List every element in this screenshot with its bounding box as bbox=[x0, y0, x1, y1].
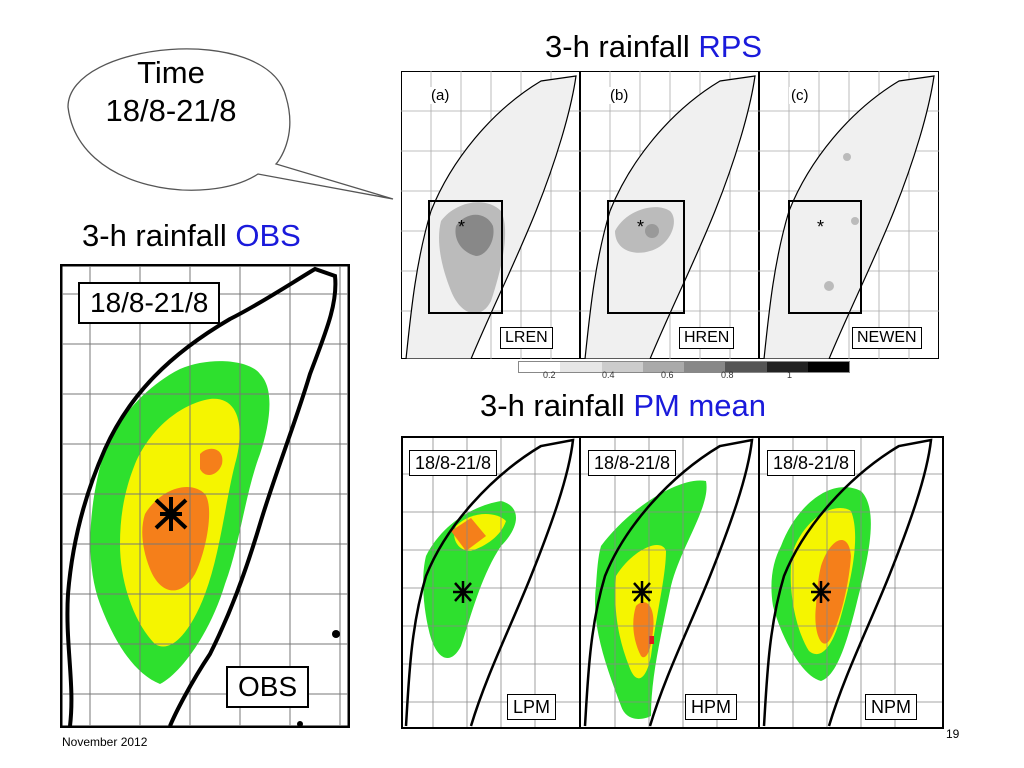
rps-a-marker: * bbox=[458, 217, 466, 237]
colorbar-bin-4 bbox=[642, 362, 684, 372]
obs-map-panel: 18/8-21/8 OBS bbox=[60, 264, 350, 728]
colorbar-bin-7 bbox=[766, 362, 808, 372]
bubble-line-1: Time bbox=[137, 55, 205, 90]
title-obs: 3-h rainfall OBS bbox=[82, 218, 301, 254]
rps-panel-c: (c) * NEWEN bbox=[759, 71, 939, 359]
bubble-text: Time 18/8-21/8 bbox=[76, 54, 266, 130]
rps-panels: (a) * LREN (b) * HREN bbox=[401, 71, 939, 359]
title-pm-prefix: 3-h rainfall bbox=[480, 388, 634, 423]
pm-hpm-label: HPM bbox=[685, 694, 737, 720]
pm-hpm-date: 18/8-21/8 bbox=[588, 450, 677, 476]
colorbar bbox=[518, 361, 850, 373]
pm-map bbox=[401, 436, 944, 729]
colorbar-tick-3: 0.6 bbox=[661, 370, 674, 380]
rps-map-c bbox=[759, 71, 939, 359]
rps-map-a bbox=[401, 71, 580, 359]
colorbar-bin-2 bbox=[560, 362, 602, 372]
pm-lpm-date: 18/8-21/8 bbox=[409, 450, 498, 476]
speech-bubble bbox=[67, 48, 394, 200]
title-obs-accent: OBS bbox=[235, 218, 301, 253]
rps-a-letter: (a) bbox=[429, 87, 452, 104]
title-rps-prefix: 3-h rainfall bbox=[545, 29, 699, 64]
title-pm-accent: PM mean bbox=[633, 388, 767, 423]
obs-date-label: 18/8-21/8 bbox=[78, 282, 221, 324]
colorbar-bin-6 bbox=[725, 362, 767, 372]
page-number: 19 bbox=[946, 727, 960, 741]
title-rps: 3-h rainfall RPS bbox=[545, 29, 762, 65]
pm-station-markers bbox=[453, 581, 831, 603]
colorbar-tick-5: 1 bbox=[787, 370, 793, 380]
rps-c-label: NEWEN bbox=[852, 327, 922, 349]
rps-panel-a: (a) * LREN bbox=[401, 71, 580, 359]
colorbar-tick-4: 0.8 bbox=[721, 370, 734, 380]
colorbar-tick-2: 0.4 bbox=[602, 370, 615, 380]
title-rps-accent: RPS bbox=[698, 29, 763, 64]
rps-b-label: HREN bbox=[679, 327, 735, 349]
rps-b-letter: (b) bbox=[608, 87, 631, 104]
bubble-line-2: 18/8-21/8 bbox=[105, 93, 237, 128]
pm-lpm-label: LPM bbox=[507, 694, 557, 720]
rps-c-marker: * bbox=[817, 217, 825, 237]
colorbar-bin-1 bbox=[519, 362, 561, 372]
colorbar-tick-1: 0.2 bbox=[543, 370, 556, 380]
footer-date: November 2012 bbox=[62, 735, 148, 749]
rps-map-b bbox=[580, 71, 759, 359]
pm-panels: 18/8-21/8 18/8-21/8 18/8-21/8 LPM HPM NP… bbox=[401, 436, 944, 729]
obs-station-marker bbox=[154, 497, 188, 531]
colorbar-bin-3 bbox=[601, 362, 643, 372]
rps-panel-b: (b) * HREN bbox=[580, 71, 759, 359]
colorbar-bin-8 bbox=[807, 362, 849, 372]
title-obs-prefix: 3-h rainfall bbox=[82, 218, 236, 253]
obs-map bbox=[60, 264, 350, 728]
pm-npm-label: NPM bbox=[865, 694, 917, 720]
rps-b-marker: * bbox=[637, 217, 645, 237]
rps-a-label: LREN bbox=[500, 327, 553, 349]
obs-panel-label: OBS bbox=[226, 666, 310, 708]
pm-npm-date: 18/8-21/8 bbox=[767, 450, 856, 476]
rps-c-letter: (c) bbox=[789, 87, 811, 104]
title-pm: 3-h rainfall PM mean bbox=[480, 388, 766, 424]
obs-coastline bbox=[65, 266, 338, 727]
colorbar-bin-5 bbox=[684, 362, 726, 372]
